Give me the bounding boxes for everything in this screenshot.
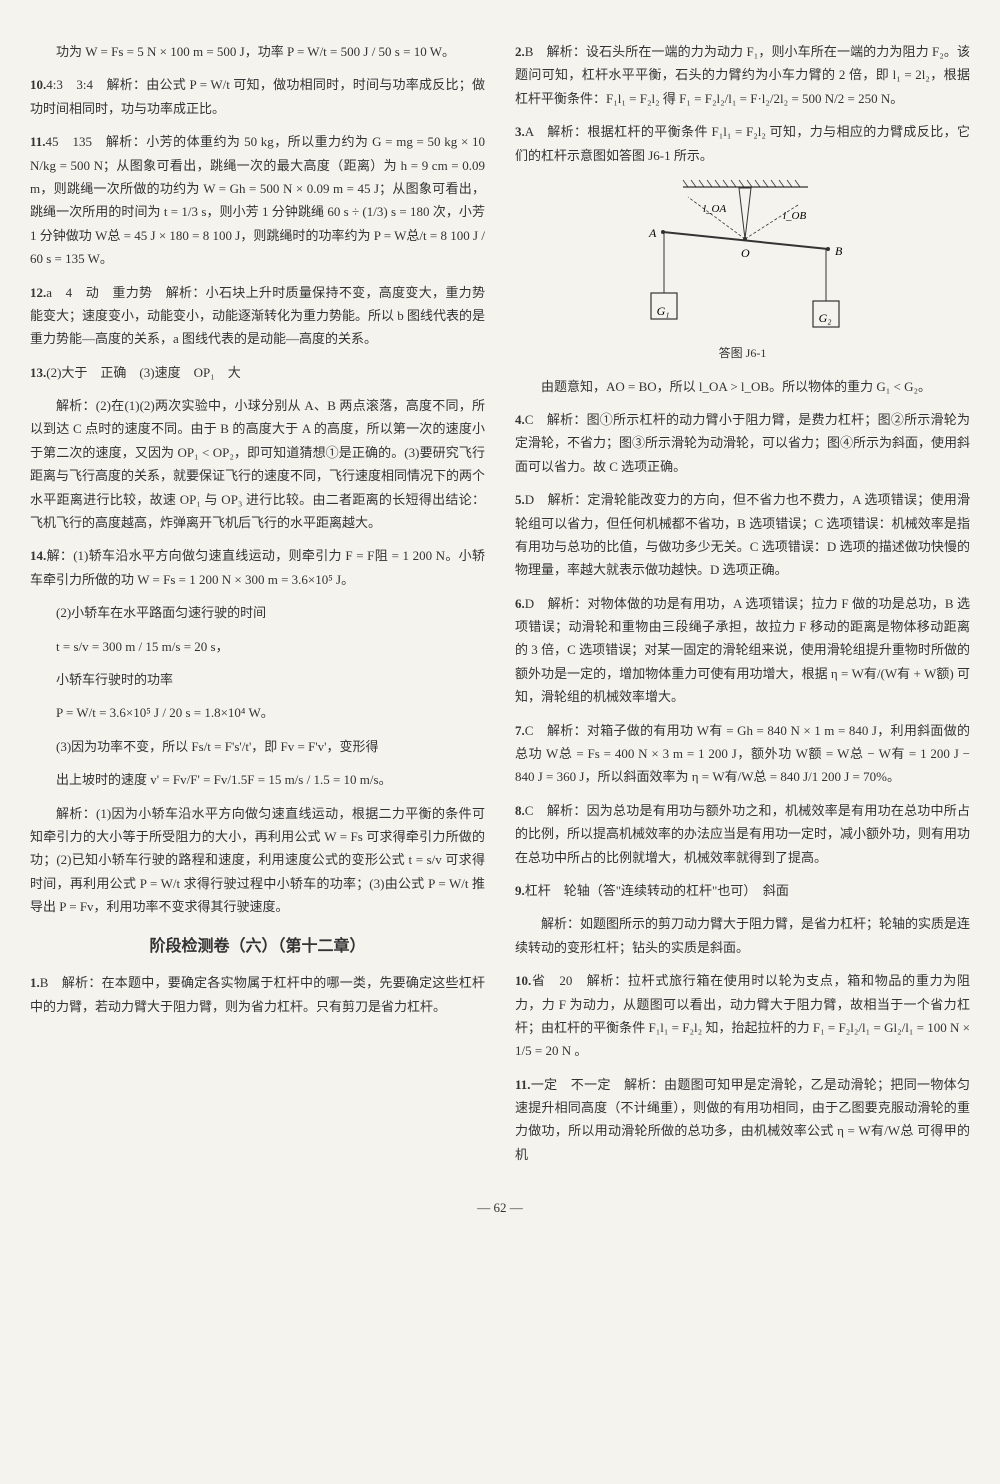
text: 功为 W = Fs = 5 N × 100 m = 500 J，功率 P = W… (56, 44, 455, 59)
item-7: 7.C 解析：对箱子做的有用功 W有 = Gh = 840 N × 1 m = … (515, 719, 970, 789)
text: 由题意知，AO = BO，所以 l_OA > l_OB。所以物体的重力 G₁ <… (541, 379, 931, 394)
text: (3)因为功率不变，所以 Fs/t = F's'/t'，即 Fv = F'v'，… (56, 739, 379, 754)
item-9-analysis: 解析：如题图所示的剪刀动力臂大于阻力臂，是省力杠杆；轮轴的实质是连续转动的变形杠… (515, 912, 970, 959)
item-number: 3. (515, 124, 525, 139)
item-continuation: 功为 W = Fs = 5 N × 100 m = 500 J，功率 P = W… (30, 40, 485, 63)
item-body: A 解析：根据杠杆的平衡条件 F₁l₁ = F₂l₂ 可知，力与相应的力臂成反比… (515, 124, 970, 162)
item-number: 9. (515, 883, 525, 898)
item-number: 2. (515, 44, 525, 59)
diagram-j6-1: A B Ol_OA l_OB G₁ G₂ 答图 J6-1 (515, 177, 970, 365)
item-number: 8. (515, 803, 525, 818)
item-number: 10. (30, 77, 46, 92)
item-body: 省 20 解析：拉杆式旅行箱在使用时以轮为支点，箱和物品的重力为阻力，力 F 为… (515, 973, 970, 1058)
item-body: 4:3 3:4 解析：由公式 P = W/t 可知，做功相同时，时间与功率成反比… (30, 77, 485, 115)
text: 解析：(1)因为小轿车沿水平方向做匀速直线运动，根据二力平衡的条件可知牵引力的大… (30, 806, 485, 915)
item-number: 12. (30, 285, 46, 300)
item-6: 6.D 解析：对物体做的功是有用功，A 选项错误；拉力 F 做的功是总功，B 选… (515, 592, 970, 709)
item-body: 一定 不一定 解析：由题图可知甲是定滑轮，乙是动滑轮；把同一物体匀速提升相同高度… (515, 1077, 970, 1162)
item-number: 11. (30, 134, 46, 149)
item-number: 7. (515, 723, 525, 738)
item-1: 1.B 解析：在本题中，要确定各实物属于杠杆中的哪一类，先要确定这些杠杆中的力臂… (30, 971, 485, 1018)
item-body: C 解析：对箱子做的有用功 W有 = Gh = 840 N × 1 m = 84… (515, 723, 970, 785)
text: 解析：如题图所示的剪刀动力臂大于阻力臂，是省力杠杆；轮轴的实质是连续转动的变形杠… (515, 916, 970, 954)
item-14-part2b: t = s/v = 300 m / 15 m/s = 20 s， (30, 635, 485, 658)
item-body: 解：(1)轿车沿水平方向做匀速直线运动，则牵引力 F = F阻 = 1 200 … (30, 548, 485, 586)
item-number: 5. (515, 492, 525, 507)
item-9: 9.杠杆 轮轴（答"连续转动的杠杆"也可） 斜面 (515, 879, 970, 902)
item-12: 12.a 4 动 重力势 解析：小石块上升时质量保持不变，高度变大，重力势能变大… (30, 281, 485, 351)
text: P = W/t = 3.6×10⁵ J / 20 s = 1.8×10⁴ W。 (56, 705, 274, 720)
item-3-cont: 由题意知，AO = BO，所以 l_OA > l_OB。所以物体的重力 G₁ <… (515, 375, 970, 398)
item-14: 14.解：(1)轿车沿水平方向做匀速直线运动，则牵引力 F = F阻 = 1 2… (30, 544, 485, 591)
text: 出上坡时的速度 v' = Fv/F' = Fv/1.5F = 15 m/s / … (56, 772, 392, 787)
item-body: D 解析：定滑轮能改变力的方向，但不省力也不费力，A 选项错误；使用滑轮组可以省… (515, 492, 970, 577)
item-body: B 解析：设石头所在一端的力为动力 F₁，则小车所在一端的力为阻力 F₂。该题问… (515, 44, 970, 106)
item-body: D 解析：对物体做的功是有用功，A 选项错误；拉力 F 做的功是总功，B 选项错… (515, 596, 970, 705)
item-14-part2a: (2)小轿车在水平路面匀速行驶的时间 (30, 601, 485, 624)
item-number: 13. (30, 365, 46, 380)
item-14-part2c: 小轿车行驶时的功率 (30, 668, 485, 691)
item-14-analysis: 解析：(1)因为小轿车沿水平方向做匀速直线运动，根据二力平衡的条件可知牵引力的大… (30, 802, 485, 919)
item-body: C 解析：图①所示杠杆的动力臂小于阻力臂，是费力杠杆；图②所示滑轮为定滑轮，不省… (515, 412, 970, 474)
text: t = s/v = 300 m / 15 m/s = 20 s， (56, 639, 229, 654)
text: 解析：(2)在(1)(2)两次实验中，小球分别从 A、B 两点滚落，高度不同，所… (30, 398, 485, 530)
item-body: 杠杆 轮轴（答"连续转动的杠杆"也可） 斜面 (525, 883, 789, 898)
item-number: 4. (515, 412, 525, 427)
svg-text:O: O (741, 246, 750, 260)
item-14-part2d: P = W/t = 3.6×10⁵ J / 20 s = 1.8×10⁴ W。 (30, 701, 485, 724)
item-5: 5.D 解析：定滑轮能改变力的方向，但不省力也不费力，A 选项错误；使用滑轮组可… (515, 488, 970, 582)
svg-text:G₂: G₂ (818, 311, 831, 325)
item-11r: 11.一定 不一定 解析：由题图可知甲是定滑轮，乙是动滑轮；把同一物体匀速提升相… (515, 1073, 970, 1167)
item-3: 3.A 解析：根据杠杆的平衡条件 F₁l₁ = F₂l₂ 可知，力与相应的力臂成… (515, 120, 970, 167)
diagram-caption: 答图 J6-1 (719, 343, 767, 365)
svg-text:A: A (648, 226, 657, 240)
item-body: C 解析：因为总功是有用功与额外功之和，机械效率是有用功在总功中所占的比例，所以… (515, 803, 970, 865)
item-8: 8.C 解析：因为总功是有用功与额外功之和，机械效率是有用功在总功中所占的比例，… (515, 799, 970, 869)
item-2: 2.B 解析：设石头所在一端的力为动力 F₁，则小车所在一端的力为阻力 F₂。该… (515, 40, 970, 110)
item-13-analysis: 解析：(2)在(1)(2)两次实验中，小球分别从 A、B 两点滚落，高度不同，所… (30, 394, 485, 534)
right-column: 2.B 解析：设石头所在一端的力为动力 F₁，则小车所在一端的力为阻力 F₂。该… (515, 40, 970, 1176)
item-10: 10.4:3 3:4 解析：由公式 P = W/t 可知，做功相同时，时间与功率… (30, 73, 485, 120)
page-number: — 62 — (30, 1196, 970, 1219)
item-10r: 10.省 20 解析：拉杆式旅行箱在使用时以轮为支点，箱和物品的重力为阻力，力 … (515, 969, 970, 1063)
item-13: 13.(2)大于 正确 (3)速度 OP₁ 大 (30, 361, 485, 384)
item-number: 10. (515, 973, 531, 988)
svg-text:l_OB: l_OB (783, 210, 807, 222)
svg-text:l_OA: l_OA (703, 203, 727, 215)
item-body: a 4 动 重力势 解析：小石块上升时质量保持不变，高度变大，重力势能变大；速度… (30, 285, 485, 347)
item-number: 11. (515, 1077, 531, 1092)
item-body: 45 135 解析：小芳的体重约为 50 kg，所以重力约为 G = mg = … (30, 134, 485, 266)
section-title: 阶段检测卷（六）（第十二章） (30, 933, 485, 962)
item-body: B 解析：在本题中，要确定各实物属于杠杆中的哪一类，先要确定这些杠杆中的力臂，若… (30, 975, 485, 1013)
item-11: 11.45 135 解析：小芳的体重约为 50 kg，所以重力约为 G = mg… (30, 130, 485, 270)
text: 小轿车行驶时的功率 (56, 672, 173, 687)
item-14-part3b: 出上坡时的速度 v' = Fv/F' = Fv/1.5F = 15 m/s / … (30, 768, 485, 791)
svg-text:B: B (835, 244, 843, 258)
item-number: 14. (30, 548, 46, 563)
left-column: 功为 W = Fs = 5 N × 100 m = 500 J，功率 P = W… (30, 40, 485, 1176)
item-4: 4.C 解析：图①所示杠杆的动力臂小于阻力臂，是费力杠杆；图②所示滑轮为定滑轮，… (515, 408, 970, 478)
item-14-part3a: (3)因为功率不变，所以 Fs/t = F's'/t'，即 Fv = F'v'，… (30, 735, 485, 758)
item-body: (2)大于 正确 (3)速度 OP₁ 大 (46, 365, 240, 380)
svg-text:G₁: G₁ (656, 304, 669, 318)
item-number: 6. (515, 596, 525, 611)
item-number: 1. (30, 975, 40, 990)
text: (2)小轿车在水平路面匀速行驶的时间 (56, 605, 266, 620)
lever-svg: A B Ol_OA l_OB G₁ G₂ (633, 177, 853, 337)
